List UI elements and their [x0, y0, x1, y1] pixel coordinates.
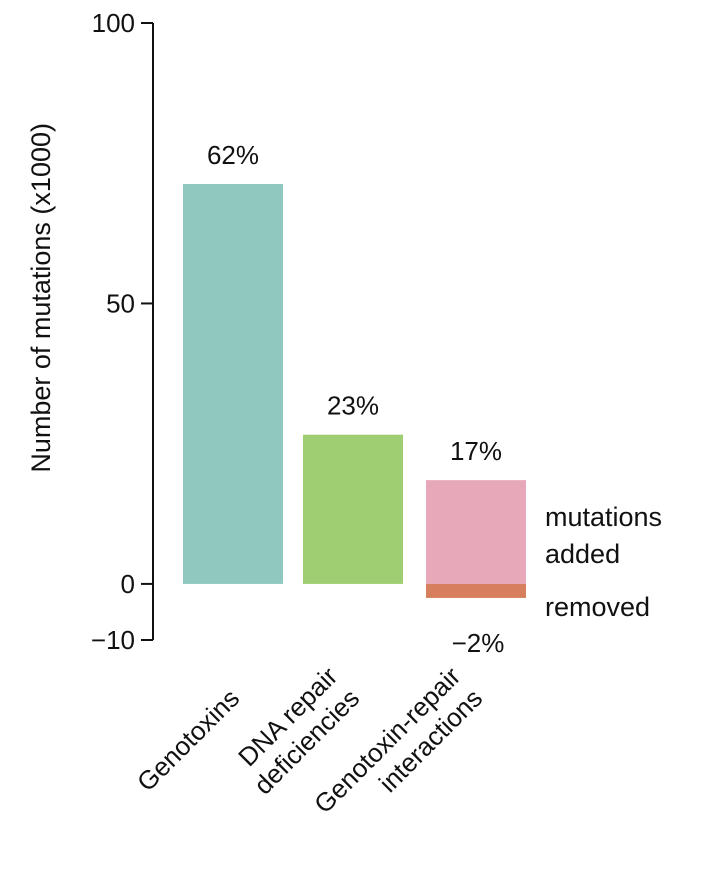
bar-data-label: −2%: [452, 628, 505, 658]
bar: [426, 480, 526, 584]
y-tick-label: 100: [92, 8, 135, 38]
bar: [303, 434, 403, 584]
y-tick-label: 50: [106, 288, 135, 318]
y-axis-label: Number of mutations (x1000): [26, 123, 56, 473]
y-tick-label: 0: [121, 569, 135, 599]
category-label-line: Genotoxins: [131, 683, 245, 797]
bar-data-label: 62%: [207, 140, 259, 170]
annotation-mutations: mutations: [545, 502, 662, 532]
category-label: Genotoxins: [131, 683, 245, 797]
annotation-removed: removed: [545, 592, 650, 622]
bar-data-label: 23%: [327, 391, 379, 421]
bar-data-label: 17%: [450, 436, 502, 466]
bar: [426, 583, 526, 598]
y-axis: −10 0 50 100: [91, 8, 154, 655]
annotation-added: added: [545, 539, 620, 569]
bar: [183, 183, 283, 584]
y-tick-label: −10: [91, 625, 135, 655]
bars: 62% 23% 17% −2%: [183, 140, 526, 658]
annotations: mutations added removed: [545, 502, 662, 622]
